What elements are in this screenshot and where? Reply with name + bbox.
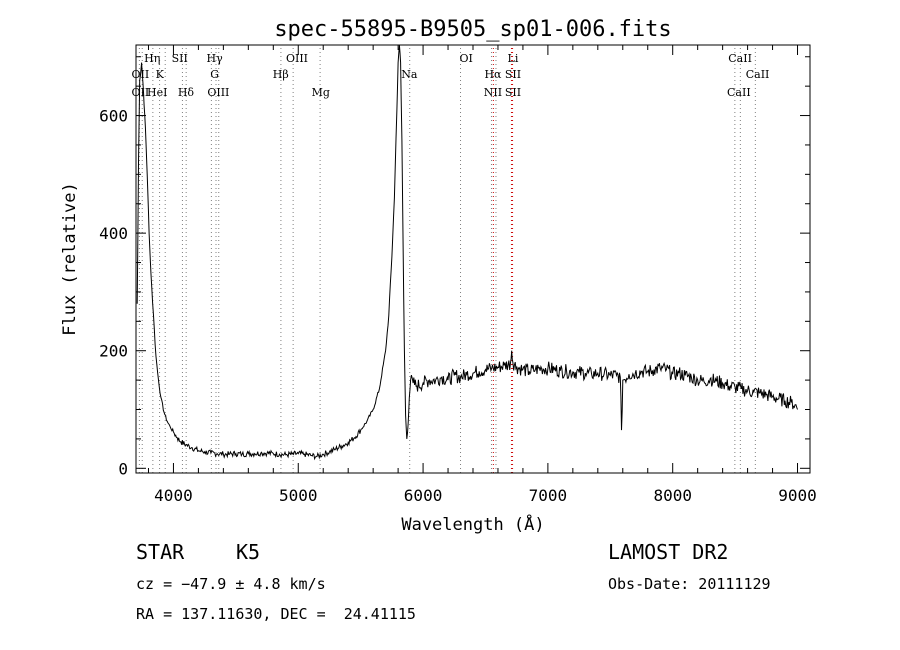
y-axis-label: Flux (relative) [60,182,80,336]
line-annotation: K [156,68,165,81]
x-axis-label: Wavelength (Å) [401,513,544,535]
line-annotation: CaII [727,86,751,99]
x-tick-label: 6000 [404,486,443,505]
line-annotation: OIII [286,52,308,65]
line-annotation: G [210,68,219,81]
line-annotation: SII [172,52,188,65]
sky-coordinates: RA = 137.11630, DEC = 24.41115 [136,605,416,623]
x-axis: 4000 5000 6000 7000 8000 9000 [147,45,817,505]
object-class: STAR [136,540,185,564]
line-annotation: OIII [207,86,229,99]
observation-date: Obs-Date: 20111129 [608,575,771,593]
y-tick-label: 200 [99,342,128,361]
line-annotation: Hδ [178,86,195,99]
redshift-velocity: cz = −47.9 ± 4.8 km/s [136,575,326,593]
survey-name: LAMOST DR2 [608,540,729,564]
line-annotation: SII [505,68,521,81]
x-tick-label: 5000 [279,486,318,505]
object-subclass: K5 [236,540,261,564]
x-tick-label: 8000 [653,486,692,505]
line-annotation: CaII [728,52,752,65]
x-tick-label: 7000 [529,486,568,505]
line-annotations: OIIOIIHηHeIKSIIHδHγGOIIIHβOIIIMgNaOIHαNI… [132,52,770,99]
line-annotation: Hβ [273,68,289,81]
line-annotation: Mg [312,86,330,99]
x-tick-label: 9000 [778,486,817,505]
line-annotation: Hγ [207,52,224,65]
chart-title: spec-55895-B9505_sp01-006.fits [274,17,671,42]
y-tick-label: 400 [99,224,128,243]
line-annotation: Hα [484,68,502,81]
line-annotation: CaII [746,68,770,81]
line-annotation: HeI [147,86,167,99]
line-annotation: Hη [144,52,160,65]
line-markers [138,48,756,473]
plot-frame [135,44,811,474]
y-tick-label: 600 [99,107,128,126]
line-annotation: OI [459,52,472,65]
line-annotation: Na [401,68,418,81]
line-annotation: SII [505,86,521,99]
y-tick-label: 0 [118,459,128,478]
line-annotation: Li [508,52,519,65]
y-axis: 0 200 400 600 [99,56,810,478]
x-tick-label: 4000 [154,486,193,505]
spectrum-line [136,44,798,461]
line-annotation: NII [484,86,502,99]
